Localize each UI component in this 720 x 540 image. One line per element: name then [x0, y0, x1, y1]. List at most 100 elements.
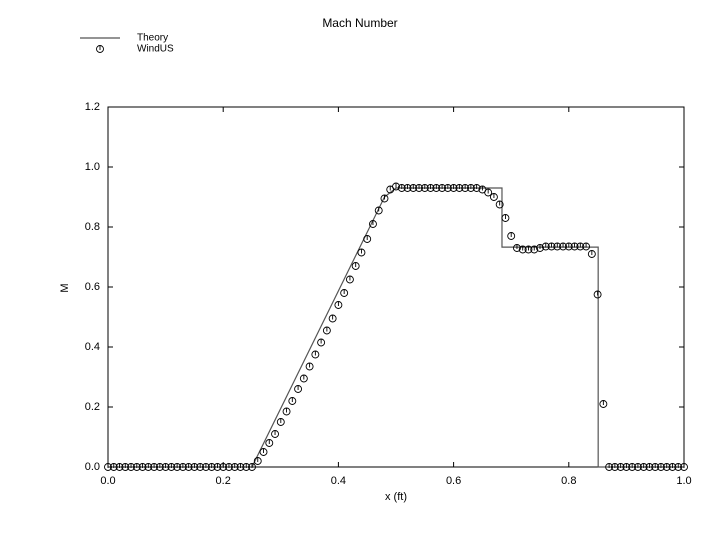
- marker-circle: [161, 463, 170, 471]
- data-point: [294, 385, 303, 393]
- marker-circle: [616, 463, 625, 471]
- marker-circle: [109, 463, 118, 471]
- marker-circle: [104, 463, 112, 471]
- marker-circle: [236, 463, 245, 471]
- data-point: [599, 400, 608, 408]
- y-tick-label: 0.0: [85, 461, 100, 473]
- marker-circle: [282, 407, 291, 416]
- data-point: [616, 463, 625, 471]
- legend-label: WindUS: [137, 44, 174, 55]
- marker-circle: [472, 184, 481, 192]
- marker-circle: [248, 463, 256, 471]
- marker-circle: [438, 184, 447, 192]
- data-point: [288, 397, 297, 405]
- data-point: [438, 184, 447, 192]
- marker-circle: [351, 262, 360, 270]
- marker-circle: [127, 463, 135, 471]
- data-point: [657, 463, 665, 471]
- x-tick-label: 0.4: [331, 475, 346, 487]
- marker-circle: [420, 184, 429, 192]
- marker-circle: [455, 184, 464, 192]
- data-point: [455, 184, 464, 192]
- marker-circle: [501, 214, 510, 222]
- marker-circle: [443, 184, 452, 192]
- marker-circle: [536, 244, 544, 252]
- marker-circle: [190, 463, 199, 471]
- marker-circle: [340, 289, 349, 297]
- data-point: [109, 463, 118, 471]
- marker-circle: [369, 220, 377, 228]
- marker-circle: [495, 200, 504, 209]
- chart-title: Mach Number: [322, 16, 397, 30]
- marker-circle: [357, 248, 366, 257]
- marker-circle: [363, 235, 372, 243]
- data-point: [259, 448, 268, 456]
- data-point: [662, 463, 671, 471]
- marker-circle: [271, 430, 279, 438]
- data-point: [432, 184, 441, 192]
- data-point: [461, 184, 470, 192]
- data-point: [173, 463, 182, 471]
- data-point: [219, 463, 228, 471]
- data-point: [242, 463, 251, 471]
- marker-circle: [317, 338, 326, 347]
- data-point: [345, 275, 354, 284]
- data-point: [651, 463, 660, 471]
- data-point: [559, 242, 567, 251]
- data-point: [415, 184, 423, 192]
- data-point: [403, 184, 412, 192]
- marker-circle: [144, 463, 153, 471]
- data-point: [253, 457, 262, 465]
- marker-circle: [230, 463, 239, 471]
- data-point: [507, 232, 516, 240]
- data-point: [674, 463, 683, 471]
- data-point: [564, 242, 573, 251]
- data-point: [553, 242, 562, 251]
- data-point: [150, 463, 159, 471]
- marker-circle: [674, 463, 683, 471]
- marker-circle: [639, 463, 648, 471]
- marker-circle: [582, 242, 591, 251]
- marker-circle: [207, 463, 216, 471]
- data-point: [265, 439, 274, 447]
- marker-circle: [570, 242, 579, 251]
- marker-circle: [466, 184, 475, 192]
- data-point: [541, 242, 550, 251]
- data-point: [225, 463, 233, 471]
- marker-circle: [225, 463, 233, 471]
- marker-circle: [610, 463, 619, 471]
- marker-circle: [173, 463, 182, 471]
- data-point: [628, 463, 637, 471]
- marker-circle: [628, 463, 637, 471]
- data-point: [144, 463, 153, 471]
- data-point: [132, 463, 141, 471]
- marker-circle: [547, 242, 556, 251]
- data-point: [484, 188, 493, 197]
- data-point: [351, 262, 360, 270]
- theory-line: [108, 187, 684, 468]
- marker-circle: [576, 242, 585, 251]
- data-point: [392, 182, 400, 191]
- marker-circle: [155, 463, 164, 471]
- data-point: [311, 350, 320, 359]
- marker-circle: [265, 439, 274, 447]
- data-point: [449, 184, 458, 192]
- marker-circle: [449, 184, 458, 192]
- data-point: [196, 463, 205, 471]
- data-point: [115, 463, 124, 471]
- marker-circle: [426, 184, 435, 192]
- marker-circle: [115, 463, 124, 471]
- marker-circle: [219, 463, 228, 471]
- data-point: [530, 245, 539, 254]
- data-point: [178, 463, 187, 471]
- marker-circle: [213, 463, 222, 471]
- marker-circle: [680, 463, 688, 471]
- data-point: [207, 463, 216, 471]
- marker-circle: [662, 463, 671, 471]
- data-point: [271, 430, 279, 438]
- marker-circle: [184, 463, 193, 471]
- data-point: [374, 206, 383, 215]
- y-tick-label: 0.6: [85, 281, 100, 293]
- y-tick-label: 1.2: [85, 101, 100, 113]
- data-point: [518, 245, 527, 254]
